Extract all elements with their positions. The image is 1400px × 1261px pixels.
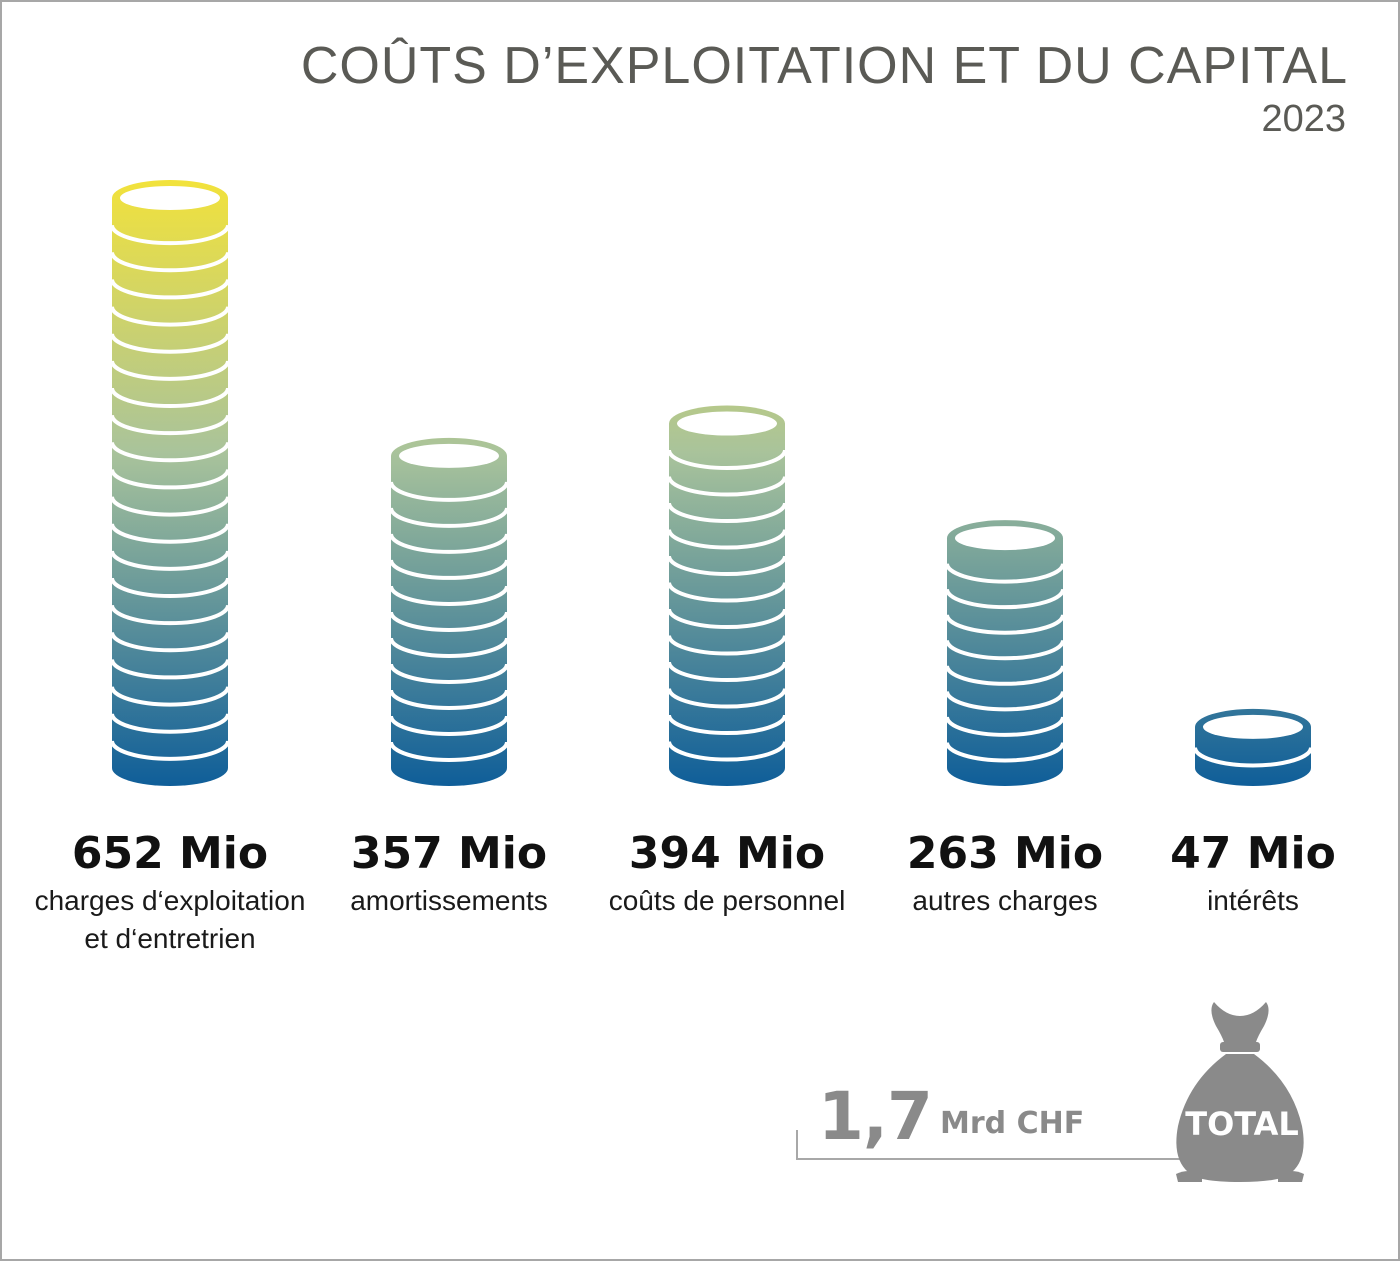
category-label: et d‘entretrien [84, 923, 256, 954]
coin-stack-bar [945, 520, 1065, 786]
coin-separator [667, 714, 787, 735]
coin-separator [389, 533, 509, 554]
coin-separator [110, 279, 230, 300]
total-value: 1,7 [818, 1078, 933, 1155]
coin-separator [389, 689, 509, 710]
total-unit: Mrd CHF [940, 1106, 1085, 1141]
coin-separator [389, 715, 509, 736]
coin-stack-body [669, 423, 785, 786]
coin-separator [945, 639, 1065, 661]
coin-separator [110, 604, 230, 626]
coin-separator [389, 637, 509, 658]
chart-title: COÛTS D’EXPLOITATION ET DU CAPITAL [300, 37, 1348, 95]
coin-separator [945, 563, 1065, 584]
coin-separator [110, 306, 230, 327]
coin-separator [110, 631, 230, 653]
coin-separator [110, 659, 230, 680]
coin-separator [667, 502, 787, 524]
coin-separator [389, 741, 509, 762]
coin-separator [667, 555, 787, 577]
value-label: 263 Mio [906, 828, 1104, 879]
coin-separator [667, 476, 787, 497]
value-label: 47 Mio [1170, 828, 1336, 879]
total-bracket-horizontal [796, 1158, 1180, 1160]
total-bracket-vertical [796, 1130, 798, 1160]
coin-separator [110, 251, 230, 273]
coin-separator [110, 224, 230, 246]
coin-stack-body [391, 455, 507, 786]
coin-separator [110, 360, 230, 381]
coin-separator [945, 691, 1065, 712]
coin-separator [110, 496, 230, 517]
coin-top-face [677, 411, 777, 436]
coin-top-face [955, 526, 1055, 551]
coin-separator [110, 577, 230, 598]
coin-separator [110, 441, 230, 463]
coin-separator [945, 614, 1065, 635]
coin-separator [667, 582, 787, 603]
coin-stack-body [947, 538, 1063, 786]
coin-separator [110, 523, 230, 544]
coin-stack-bar [667, 405, 787, 786]
coin-separator [667, 529, 787, 550]
coin-separator [945, 588, 1065, 610]
coin-separator [389, 611, 509, 632]
coin-separator [110, 387, 230, 408]
coin-separator [389, 481, 509, 502]
coin-separator [389, 663, 509, 684]
category-label: autres charges [912, 885, 1098, 916]
coin-separator [667, 741, 787, 762]
coin-separator [389, 559, 509, 580]
coin-separator [110, 550, 230, 571]
coin-stack-bar [389, 437, 509, 786]
category-label: intérêts [1207, 885, 1299, 916]
category-label: coûts de personnel [608, 885, 846, 916]
coin-separator [110, 469, 230, 490]
money-bag-icon [1176, 1002, 1304, 1182]
coin-separator [110, 333, 230, 354]
coin-separator [945, 665, 1065, 686]
coin-separator [945, 742, 1065, 763]
coin-separator [945, 716, 1065, 737]
chart-subtitle: 2023 [1261, 98, 1346, 140]
coin-separator [667, 449, 787, 471]
coin-separator [667, 608, 787, 629]
value-label: 394 Mio [628, 828, 826, 879]
coin-top-face [120, 186, 220, 210]
coin-separator [667, 635, 787, 656]
coin-stack-body [112, 198, 228, 786]
coin-separator [110, 713, 230, 734]
coin-separator [110, 414, 230, 436]
coin-stack-bar [1193, 708, 1313, 786]
coin-separator [110, 740, 230, 761]
coin-top-face [1203, 714, 1303, 739]
coin-separator [110, 686, 230, 707]
coin-separator [667, 661, 787, 682]
value-label: 357 Mio [350, 828, 548, 879]
value-label: 652 Mio [71, 828, 269, 879]
coin-separator [389, 507, 509, 528]
coin-separator [667, 688, 787, 709]
coin-stack-bar [110, 180, 230, 786]
coin-separator [389, 585, 509, 606]
coin-separator [1193, 747, 1313, 768]
category-label: charges d‘exploitation [34, 885, 306, 916]
total-badge: TOTAL [1185, 1105, 1299, 1143]
coin-top-face [399, 443, 499, 468]
category-label: amortissements [350, 885, 548, 916]
